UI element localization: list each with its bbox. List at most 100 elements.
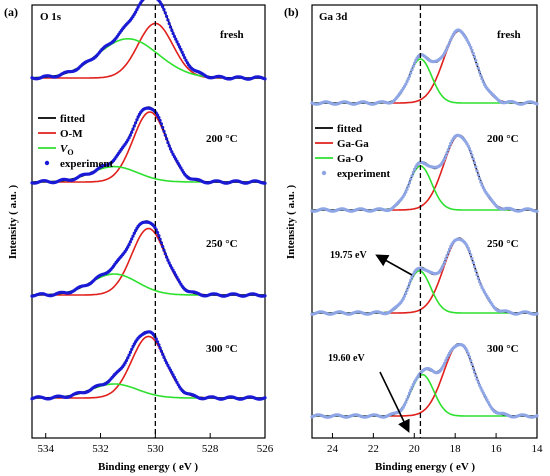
- panel-b-spectrum-3: [310, 342, 539, 419]
- panel-b-spectrum-3-experiment-points: [310, 343, 539, 419]
- panel-b-x-ticks: 24 22 20 18 16 14: [327, 433, 543, 455]
- experiment-point: [157, 343, 161, 347]
- experiment-point: [128, 350, 132, 354]
- experiment-point: [441, 159, 445, 163]
- panel-a-condition-labels: fresh 200 °C 250 °C 300 °C: [206, 29, 244, 355]
- panel-b-tick-label-18: 18: [450, 443, 462, 455]
- experiment-point: [445, 356, 449, 360]
- experiment-point: [410, 68, 414, 72]
- experiment-point: [163, 133, 167, 137]
- experiment-point: [407, 74, 412, 78]
- panel-b-spectrum-0-experiment-points: [310, 28, 539, 106]
- experiment-point: [470, 153, 474, 157]
- experiment-point: [467, 249, 472, 253]
- experiment-point: [405, 187, 409, 191]
- annotation-19-75: 19.75 eV: [330, 250, 367, 261]
- experiment-point: [136, 5, 140, 9]
- experiment-point: [158, 346, 162, 350]
- experiment-point: [166, 18, 170, 22]
- experiment-point: [484, 396, 488, 400]
- experiment-point: [466, 144, 470, 148]
- experiment-point: [165, 361, 169, 365]
- experiment-point: [126, 356, 130, 360]
- experiment-point: [128, 240, 132, 244]
- experiment-point: [134, 10, 138, 14]
- legend-a-vo-main: V: [60, 143, 69, 155]
- experiment-point: [447, 247, 452, 251]
- experiment-point: [161, 5, 165, 9]
- legend-a-experiment-swatch: [44, 160, 50, 166]
- experiment-point: [409, 177, 413, 181]
- experiment-point: [407, 281, 412, 286]
- experiment-point: [181, 53, 185, 57]
- experiment-point: [406, 285, 410, 289]
- experiment-point: [180, 50, 184, 54]
- experiment-point: [170, 370, 174, 375]
- panel-b-annotations: 19.75 eV 19.60 eV: [328, 250, 413, 433]
- experiment-point: [162, 248, 166, 252]
- legend-b-gaga-label: Ga-Ga: [337, 138, 369, 150]
- experiment-point: [167, 261, 171, 265]
- experiment-point: [406, 394, 410, 398]
- panel-b-ga3d: (b) Ga 3d fresh 200 °C 250 °C 300 °C fit…: [284, 4, 543, 473]
- experiment-point: [163, 252, 167, 256]
- experiment-point: [480, 285, 484, 290]
- experiment-point: [480, 183, 484, 187]
- experiment-point: [479, 283, 483, 287]
- experiment-point: [465, 349, 469, 353]
- panel-b-core-level: Ga 3d: [319, 11, 347, 23]
- panel-a-tick-label-532: 532: [92, 443, 109, 455]
- experiment-point: [402, 403, 407, 407]
- panel-b-spectrum-1: [310, 133, 539, 213]
- experiment-point: [476, 66, 480, 70]
- panel-b-y-axis-label: Intensity ( a.u. ): [285, 185, 297, 260]
- experiment-point: [131, 127, 135, 131]
- experiment-point: [472, 55, 477, 59]
- panel-a-plot-frame: [31, 4, 266, 439]
- legend-a-om-label: O-M: [60, 128, 83, 140]
- experiment-point: [402, 192, 407, 196]
- panel-a-o1s: (a) O 1s fresh 200 °C 250 °C 300 °C fitt…: [4, 0, 274, 473]
- experiment-point: [156, 340, 160, 344]
- experiment-point: [128, 133, 132, 137]
- experiment-point: [474, 165, 478, 169]
- experiment-point: [127, 353, 131, 357]
- experiment-point: [450, 35, 454, 39]
- experiment-point: [449, 38, 453, 42]
- experiment-point: [412, 167, 417, 171]
- experiment-point: [127, 136, 131, 140]
- experiment-point: [406, 77, 410, 81]
- experiment-point: [157, 234, 161, 238]
- panel-a-spectrum-1: [30, 106, 267, 185]
- experiment-point: [445, 254, 449, 258]
- panel-b-tick-label-22: 22: [368, 443, 379, 455]
- experiment-point: [159, 349, 163, 353]
- panel-b-x-axis-label: Binding energy ( eV ): [375, 461, 475, 473]
- experiment-point: [442, 260, 447, 264]
- experiment-point: [467, 147, 472, 151]
- experiment-point: [162, 8, 166, 12]
- panel-b-tick-label-14: 14: [532, 443, 544, 455]
- experiment-point: [535, 414, 539, 418]
- experiment-point: [175, 380, 179, 384]
- panel-b-plot-frame: [311, 4, 538, 439]
- panel-b-spectrum-1-experiment-points: [310, 133, 539, 213]
- experiment-point: [263, 77, 267, 81]
- panel-b-label: (b): [284, 5, 299, 19]
- experiment-point: [475, 169, 479, 173]
- experiment-point: [470, 48, 474, 52]
- experiment-point: [170, 28, 174, 32]
- experiment-point: [446, 148, 450, 152]
- experiment-point: [480, 388, 484, 392]
- experiment-point: [465, 244, 469, 248]
- experiment-point: [476, 380, 480, 384]
- experiment-point: [469, 150, 473, 154]
- experiment-point: [176, 42, 180, 46]
- panel-a-condition-200: 200 °C: [206, 133, 238, 145]
- experiment-point: [471, 261, 475, 265]
- experiment-point: [401, 297, 405, 301]
- experiment-point: [445, 46, 449, 51]
- experiment-point: [470, 257, 474, 261]
- panel-b-legend: fitted Ga-Ga Ga-O experiment: [315, 123, 390, 180]
